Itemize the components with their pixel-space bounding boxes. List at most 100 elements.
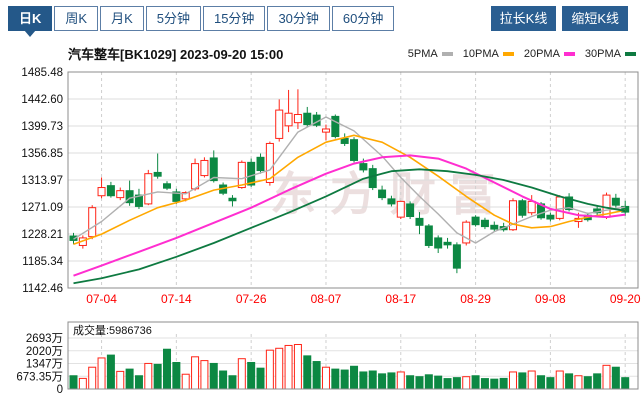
y-axis-tick: 1228.21 (21, 229, 63, 241)
volume-bar (144, 362, 153, 390)
x-axis-tick: 08-29 (460, 292, 491, 306)
candle (331, 115, 340, 138)
tab-daily[interactable]: 日K (8, 6, 53, 37)
tab-weekly[interactable]: 周K (54, 6, 99, 31)
volume-bar (387, 372, 396, 390)
ma-lines (73, 116, 626, 285)
x-axis-tick: 09-08 (535, 292, 566, 306)
volume-bar (172, 361, 181, 390)
volume-bar (593, 373, 602, 390)
candle (406, 203, 415, 218)
candle (340, 137, 349, 144)
legend-label: 5PMA (407, 48, 438, 60)
volume-bar (78, 377, 87, 390)
candle (424, 225, 433, 246)
legend-label: 20PMA (523, 48, 560, 60)
volume-bar (97, 357, 106, 390)
volume-axis-tick: 2020万 (26, 346, 63, 358)
volume-axis-tick: 673.35万 (16, 371, 63, 383)
stretch-kline-button[interactable]: 拉长K线 (490, 6, 557, 31)
candle (200, 159, 209, 177)
volume-bar (490, 378, 499, 390)
volume-bar (443, 378, 452, 390)
kline-scale-buttons: 拉长K线 缩短K线 (490, 6, 628, 31)
volume-bar (321, 366, 330, 390)
candle (350, 139, 359, 161)
volume-bar (537, 375, 546, 390)
volume-bar (228, 375, 237, 390)
volume-bar (499, 377, 508, 390)
candle (265, 142, 274, 183)
candle (275, 109, 284, 139)
volume-bar (434, 375, 443, 390)
candle (368, 168, 377, 189)
candle (508, 200, 517, 231)
volume-panel-border (67, 321, 639, 390)
candle (303, 112, 312, 126)
volume-bar (284, 344, 293, 390)
candle (378, 189, 387, 199)
volume-bar (359, 371, 368, 390)
volume-bar (237, 358, 246, 390)
candle (116, 190, 125, 199)
volume-bar (406, 375, 415, 390)
candle (443, 241, 452, 246)
candle (125, 190, 134, 204)
y-axis-tick: 1271.09 (21, 202, 63, 214)
ma-line-10pma (73, 134, 626, 245)
volume-bar (275, 347, 284, 390)
period-tabs: 日K 周K 月K 5分钟 15分钟 30分钟 60分钟 (8, 6, 395, 37)
volume-bar (331, 368, 340, 390)
volume-bar (452, 377, 461, 390)
tab-monthly[interactable]: 月K (100, 6, 144, 31)
tab-30min[interactable]: 30分钟 (267, 6, 330, 31)
shrink-kline-button[interactable]: 缩短K线 (562, 6, 628, 31)
volume-axis-tick: 2693万 (26, 333, 63, 345)
volume-bar (69, 375, 78, 390)
volume-bar (134, 375, 143, 390)
x-axis-tick: 08-17 (385, 292, 416, 306)
x-axis-tick: 09-20 (610, 292, 641, 306)
volume-bar (181, 373, 190, 390)
volume-bar (527, 370, 536, 390)
candle (134, 194, 143, 207)
volume-bar (312, 361, 321, 390)
volume-bar (303, 355, 312, 390)
volume-bar (200, 360, 209, 390)
tab-60min[interactable]: 60分钟 (331, 6, 395, 31)
candle (415, 217, 424, 226)
legend-20pma: 20PMA (524, 48, 575, 60)
volume-bar (163, 348, 172, 390)
volume-bar (368, 370, 377, 390)
ma-legend: 5PMA 10PMA 20PMA 30PMA (408, 48, 636, 60)
gridlines (68, 72, 638, 389)
candle (144, 173, 153, 205)
candle (452, 244, 461, 269)
volume-bar (555, 370, 564, 390)
candle (181, 192, 190, 200)
ma-line-30pma (73, 168, 626, 285)
tab-15min[interactable]: 15分钟 (202, 6, 266, 31)
volume-axis-tick: 0 (57, 384, 63, 396)
candle (565, 196, 574, 211)
x-axis-tick: 07-26 (236, 292, 267, 306)
volume-bar (518, 372, 527, 390)
candle (228, 197, 237, 202)
volume-bar (378, 373, 387, 390)
y-axis-tick: 1142.46 (22, 283, 63, 295)
volume-bar (293, 344, 302, 390)
candle (237, 161, 246, 189)
volume-bar (106, 354, 115, 390)
candle (527, 200, 536, 214)
legend-swatch (441, 52, 453, 56)
x-axis-tick: 08-07 (311, 292, 342, 306)
chart-title: 汽车整车[BK1029] 2023-09-20 15:00 (68, 47, 284, 62)
candle (396, 200, 405, 218)
axis-labels: 1485.48 1442.60 1399.73 1356.85 1313.97 1271.… (16, 67, 641, 396)
volume-bar (350, 365, 359, 390)
tab-5min[interactable]: 5分钟 (145, 6, 201, 31)
candle (387, 198, 396, 205)
volume-bar (265, 349, 274, 390)
volume-bar (125, 368, 134, 390)
